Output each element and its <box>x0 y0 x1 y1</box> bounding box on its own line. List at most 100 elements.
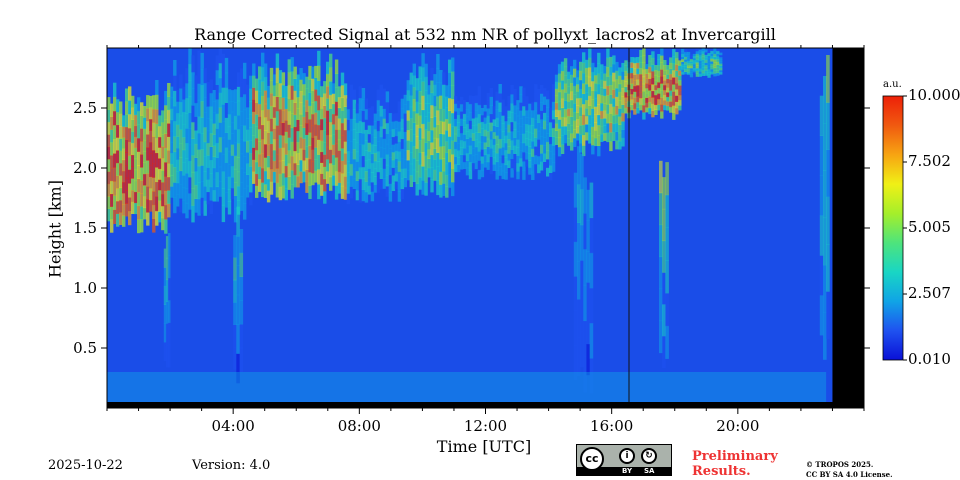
heat-cell <box>337 139 342 151</box>
heat-cell <box>594 137 598 147</box>
heat-cell <box>645 102 649 108</box>
heat-cell <box>442 72 446 85</box>
heat-cell <box>155 94 159 110</box>
heat-cell <box>645 68 649 74</box>
heat-cell <box>528 117 532 126</box>
heat-cell <box>510 103 514 113</box>
heat-cell <box>537 89 541 98</box>
heat-cell <box>516 107 520 117</box>
heat-cell <box>379 116 384 127</box>
heat-cell <box>239 153 244 169</box>
heat-cell <box>560 135 565 145</box>
heat-cell <box>391 182 396 191</box>
heat-cell <box>161 170 165 183</box>
heat-cell <box>170 164 174 176</box>
heat-cell <box>522 161 526 171</box>
heat-cell <box>522 152 526 162</box>
heat-cell <box>266 144 271 156</box>
heat-cell <box>272 106 277 118</box>
heat-cell <box>672 56 676 64</box>
heat-cell <box>519 94 523 103</box>
heat-cell <box>209 133 213 147</box>
heat-cell <box>191 88 195 106</box>
heat-cell <box>119 138 123 152</box>
heat-cell <box>591 108 595 118</box>
heat-cell <box>560 144 565 154</box>
heat-cell <box>349 175 354 187</box>
heat-cell <box>495 135 499 145</box>
heat-cell <box>272 160 277 172</box>
heat-cell <box>689 72 694 76</box>
heat-cell <box>317 184 321 200</box>
heat-cell <box>185 83 189 99</box>
heat-cell <box>540 102 544 111</box>
heat-cell <box>543 145 547 154</box>
heat-cell <box>116 99 120 113</box>
heat-cell <box>243 109 247 126</box>
heat-cell <box>107 97 111 110</box>
heat-cell <box>349 141 354 153</box>
heat-cell <box>314 112 318 125</box>
heat-cell <box>701 53 705 57</box>
heat-cell <box>287 98 291 112</box>
heat-cell <box>686 63 691 66</box>
heat-cell <box>522 87 526 98</box>
heat-cell <box>531 125 535 134</box>
heat-cell <box>501 99 505 108</box>
heat-cell <box>681 51 685 55</box>
heat-cell <box>492 144 496 152</box>
heat-cell <box>168 300 171 323</box>
heat-cell <box>224 162 229 178</box>
heat-cell <box>155 80 159 95</box>
heat-cell <box>465 102 470 110</box>
heat-cell <box>320 97 324 109</box>
heat-cell <box>397 141 402 152</box>
heat-cell <box>272 74 277 86</box>
heat-cell <box>400 148 405 160</box>
heat-cell <box>218 181 223 197</box>
heat-cell <box>266 109 271 122</box>
heat-cell <box>107 134 111 148</box>
heat-cell <box>305 134 309 147</box>
heat-cell <box>573 276 578 312</box>
heat-cell <box>182 149 186 163</box>
heat-feature-cloud <box>624 48 682 120</box>
heat-cell <box>149 107 153 120</box>
heat-cell <box>161 217 165 231</box>
heat-cell <box>480 163 485 171</box>
heat-cell <box>659 224 663 258</box>
heat-cell <box>346 182 351 194</box>
heat-cell <box>293 126 297 140</box>
heat-cell <box>185 113 189 129</box>
heat-cell <box>543 120 547 130</box>
heat-cell <box>710 55 714 59</box>
heat-cell <box>194 157 198 172</box>
heat-cell <box>445 85 449 97</box>
heat-cell <box>314 135 318 148</box>
heat-cell <box>454 118 458 127</box>
heat-cell <box>486 123 490 132</box>
heat-cell <box>826 196 830 245</box>
heat-cell <box>364 140 369 151</box>
heat-cell <box>585 59 589 69</box>
heat-cell <box>430 117 434 131</box>
heat-cell <box>633 108 637 115</box>
heat-cell <box>140 206 144 220</box>
heat-cell <box>125 126 129 140</box>
heat-cell <box>236 157 241 173</box>
heat-cell <box>137 178 141 193</box>
heat-cell <box>654 84 658 91</box>
heat-cell <box>823 170 827 219</box>
heat-cell <box>633 63 637 70</box>
heat-cell <box>489 113 493 123</box>
heat-cell <box>570 125 574 134</box>
heat-cell <box>116 112 120 126</box>
heat-cell <box>320 108 324 120</box>
heat-cell <box>263 130 268 145</box>
heat-cell <box>474 139 479 148</box>
heat-cell <box>412 134 416 147</box>
heat-cell <box>305 180 309 193</box>
heat-cell <box>370 153 375 164</box>
heat-cell <box>624 76 628 82</box>
heat-cell <box>537 139 541 149</box>
